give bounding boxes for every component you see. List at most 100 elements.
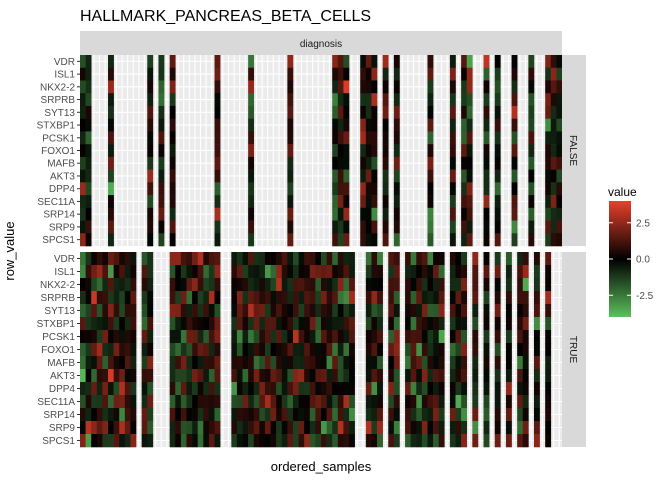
heatmap-cell <box>158 220 165 234</box>
heatmap-cell <box>360 144 367 158</box>
heatmap-cell <box>169 220 176 234</box>
heatmap-cell <box>242 408 249 422</box>
heatmap-cell <box>147 265 154 279</box>
heatmap-cell <box>545 105 552 119</box>
heatmap-cell <box>124 278 131 292</box>
heatmap-cell <box>180 265 187 279</box>
panel-true-cells <box>80 252 552 448</box>
heatmap-cell <box>292 434 299 448</box>
heatmap-cell <box>80 207 86 221</box>
heatmap-cell <box>528 233 535 247</box>
heatmap-cell <box>85 220 92 234</box>
heatmap-cell <box>349 369 355 383</box>
heatmap-cell <box>377 369 383 383</box>
heatmap-cell <box>556 156 563 170</box>
heatmap-cell <box>550 144 557 158</box>
heatmap-cell <box>371 207 378 221</box>
heatmap-cell <box>85 144 92 158</box>
heatmap-cell <box>203 291 210 305</box>
heatmap-cell <box>382 67 389 81</box>
heatmap-cell <box>231 434 238 448</box>
heatmap-cell <box>511 182 518 196</box>
heatmap-cell <box>192 369 198 383</box>
heatmap-cell <box>511 233 518 247</box>
heatmap-cell <box>517 382 524 396</box>
heatmap-cell <box>472 434 479 448</box>
heatmap-cell <box>91 252 98 266</box>
heatmap-cell <box>545 356 552 370</box>
heatmap-cell <box>130 278 137 292</box>
heatmap-cell <box>80 93 86 107</box>
heatmap-cell <box>483 408 490 422</box>
heatmap-cell <box>80 408 86 422</box>
heatmap-cell <box>147 118 154 132</box>
heatmap-cell <box>287 356 294 370</box>
heatmap-cell <box>169 343 176 357</box>
heatmap-cell <box>141 278 148 292</box>
heatmap-cell <box>169 233 176 247</box>
heatmap-cell <box>393 93 400 107</box>
heatmap-cell <box>365 369 372 383</box>
heatmap-cell <box>130 434 137 448</box>
heatmap-cell <box>371 291 378 305</box>
heatmap-cell <box>315 434 322 448</box>
heatmap-cell <box>276 343 283 357</box>
heatmap-cell <box>192 278 198 292</box>
heatmap-cell <box>545 80 552 94</box>
heatmap-cell <box>113 291 120 305</box>
heatmap-cell <box>505 434 512 448</box>
heatmap-cell <box>287 434 294 448</box>
heatmap-cell <box>365 156 372 170</box>
heatmap-cell <box>377 304 383 318</box>
heatmap-cell <box>321 304 327 318</box>
heatmap-cell <box>113 304 120 318</box>
heatmap-cell <box>192 356 198 370</box>
heatmap-cell <box>315 291 322 305</box>
heatmap-cell <box>455 291 462 305</box>
heatmap-cell <box>248 55 255 69</box>
heatmap-cell <box>550 131 557 145</box>
heatmap-cell <box>276 291 283 305</box>
heatmap-cell <box>371 131 378 145</box>
heatmap-cell <box>461 207 468 221</box>
heatmap-cell <box>248 434 255 448</box>
heatmap-cell <box>405 291 411 305</box>
heatmap-cell <box>343 291 350 305</box>
heatmap-cell <box>208 278 215 292</box>
heatmap-cell <box>337 421 344 435</box>
heatmap-cell <box>124 317 131 331</box>
heatmap-cell <box>248 343 255 357</box>
heatmap-cell <box>108 343 114 357</box>
heatmap-cell <box>130 382 137 396</box>
heatmap-cell <box>365 144 372 158</box>
heatmap-cell <box>96 395 103 409</box>
y-tick-label: ISL1 <box>54 267 75 278</box>
heatmap-cell <box>304 434 311 448</box>
heatmap-cell <box>80 343 86 357</box>
y-tick-label: SRP9 <box>49 423 76 434</box>
heatmap-cell <box>455 317 462 331</box>
heatmap-cell <box>242 252 249 266</box>
heatmap-cell <box>242 278 249 292</box>
heatmap-cell <box>113 382 120 396</box>
heatmap-cell <box>85 252 92 266</box>
heatmap-cell <box>270 278 277 292</box>
heatmap-cell <box>175 408 182 422</box>
heatmap-cell <box>438 304 445 318</box>
heatmap-cell <box>466 105 473 119</box>
heatmap-cell <box>214 220 221 234</box>
heatmap-cell <box>438 369 445 383</box>
heatmap-cell <box>528 169 535 183</box>
heatmap-cell <box>259 291 266 305</box>
heatmap-cell <box>337 67 344 81</box>
heatmap-cell <box>287 220 294 234</box>
heatmap-cell <box>236 395 243 409</box>
heatmap-cell <box>253 343 260 357</box>
heatmap-cell <box>326 421 333 435</box>
heatmap-cell <box>511 55 518 69</box>
heatmap-cell <box>449 408 456 422</box>
heatmap-cell <box>472 395 479 409</box>
heatmap-cell <box>214 291 221 305</box>
heatmap-cell <box>438 421 445 435</box>
heatmap-cell <box>433 343 439 357</box>
